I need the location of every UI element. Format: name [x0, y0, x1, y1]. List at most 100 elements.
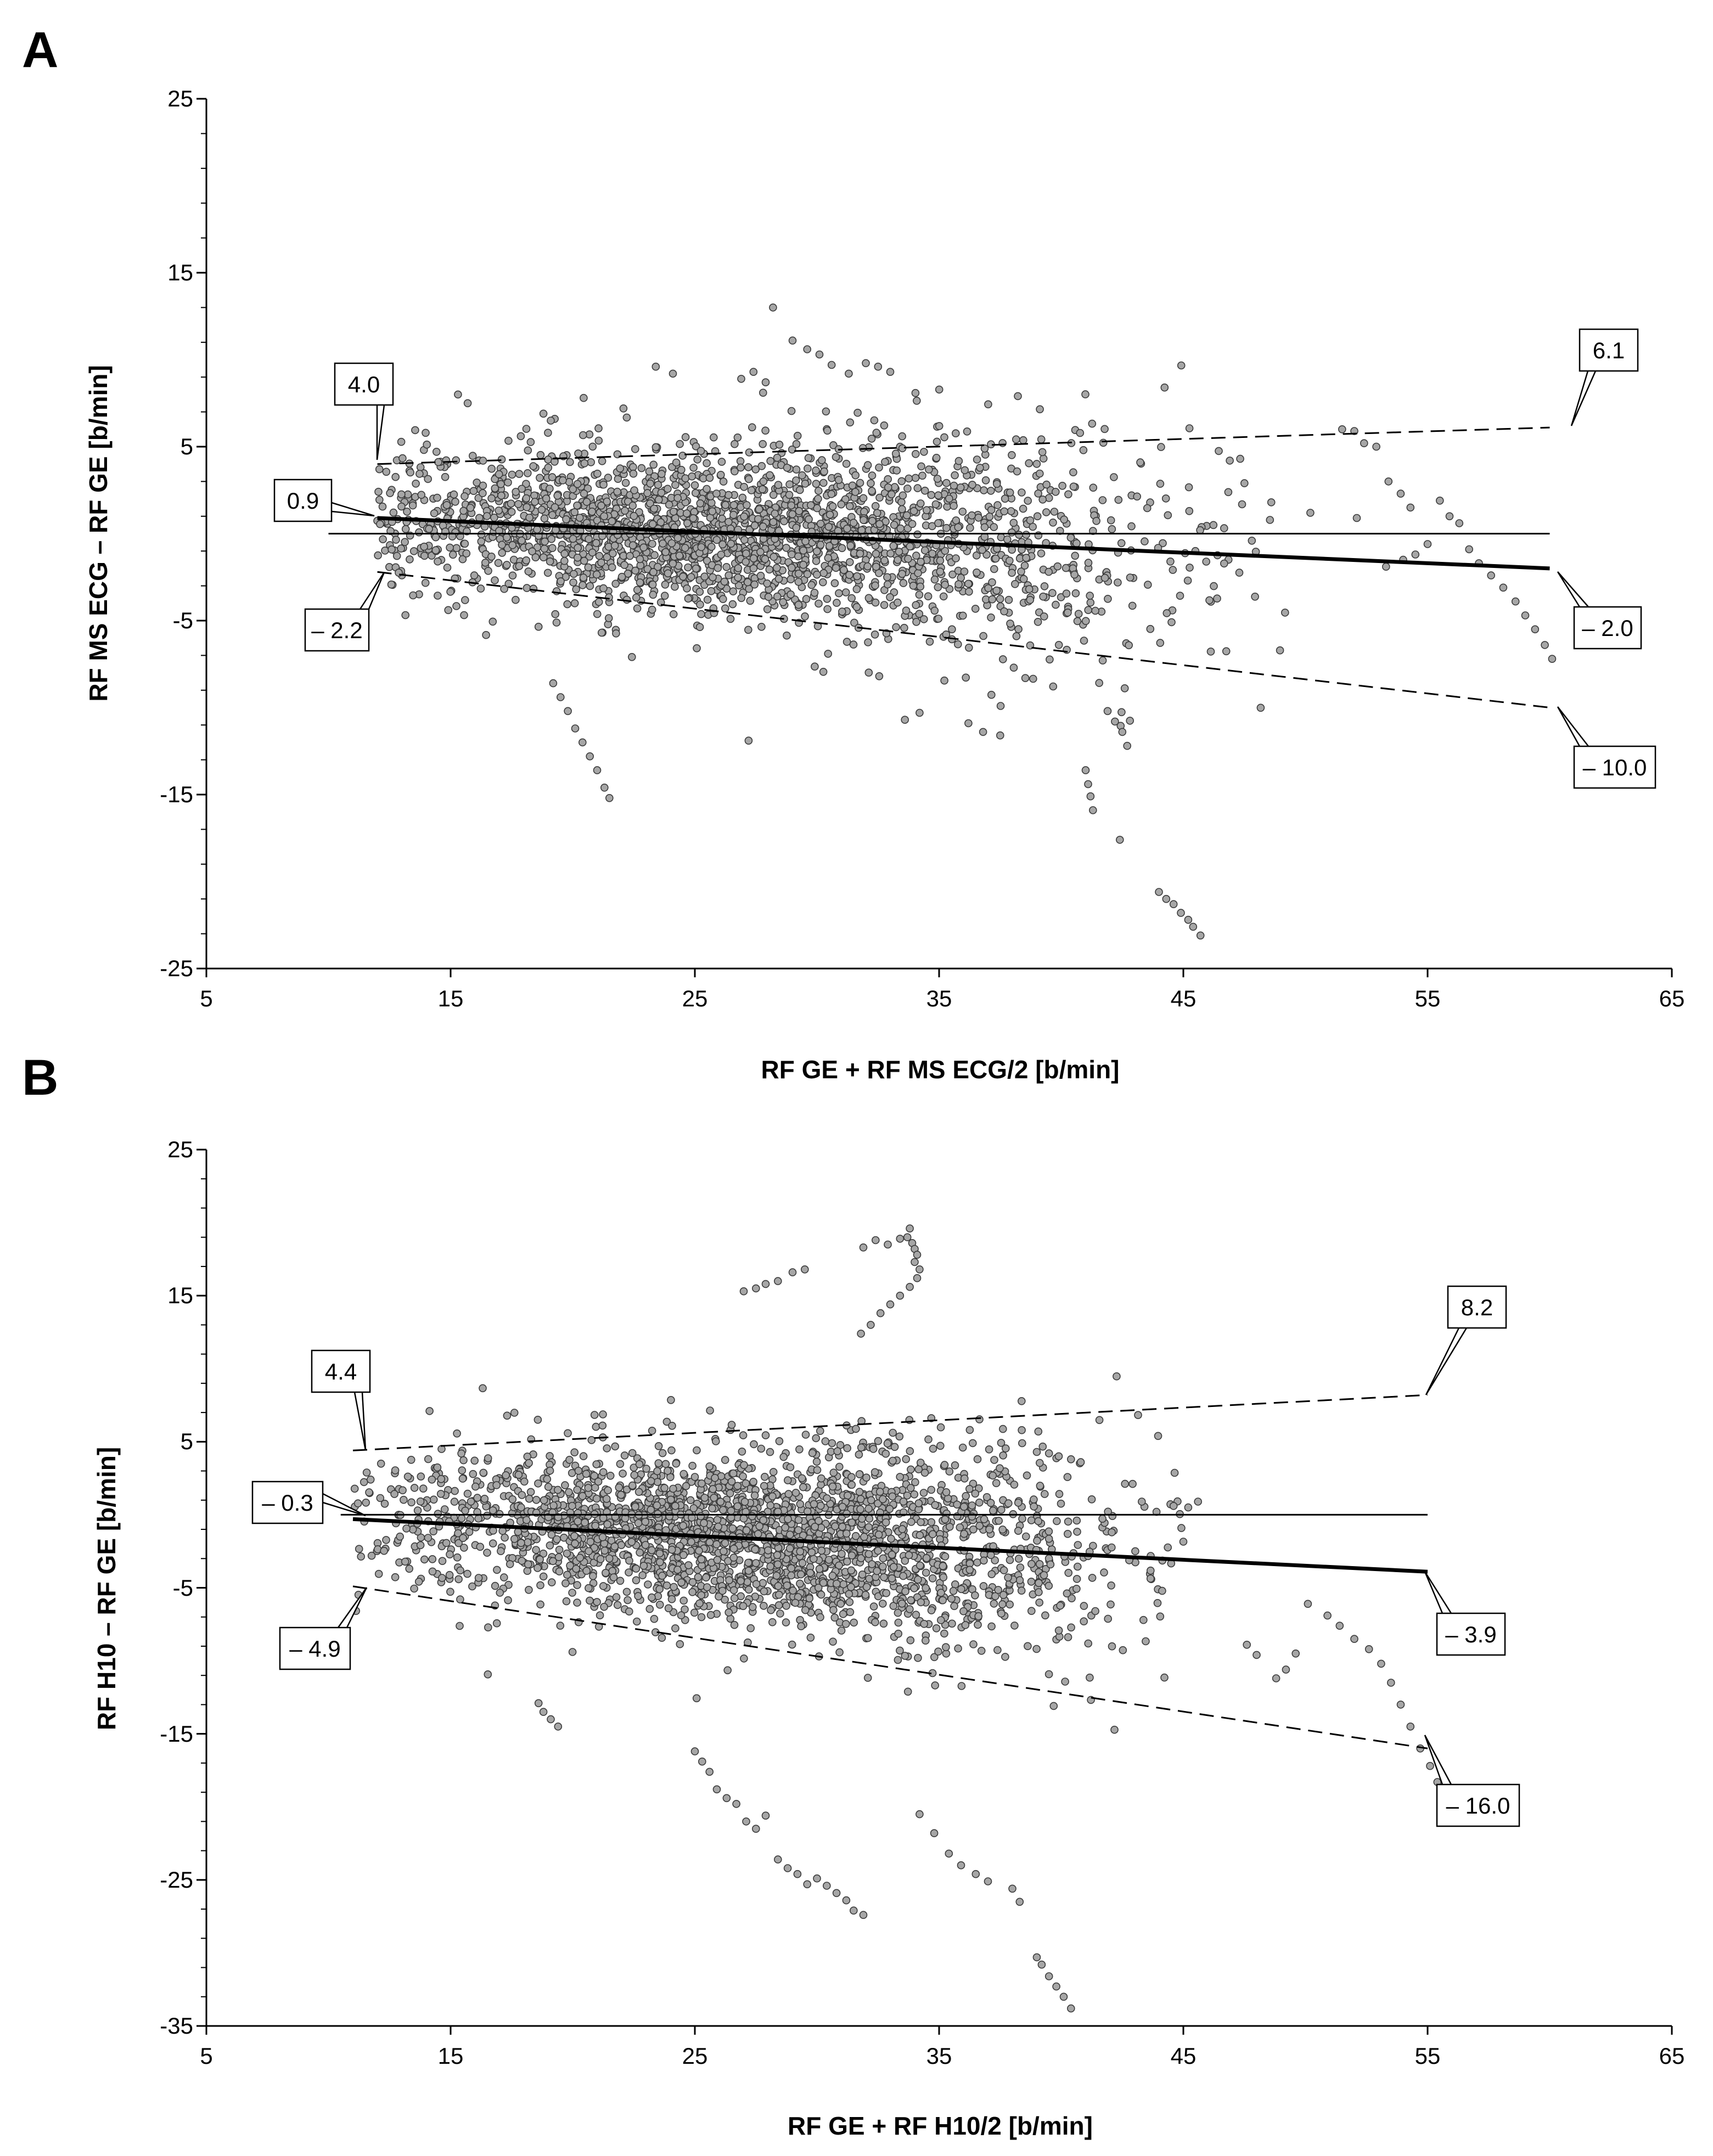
data-point	[997, 1506, 1006, 1514]
data-point	[798, 471, 806, 480]
data-point	[881, 1449, 890, 1458]
data-point	[573, 480, 582, 488]
data-point	[590, 1411, 599, 1419]
data-point	[817, 1501, 825, 1510]
data-point	[442, 456, 451, 465]
data-point	[547, 534, 556, 543]
data-point	[1080, 1617, 1088, 1625]
data-point	[727, 1506, 735, 1515]
data-point	[1166, 557, 1175, 566]
data-point	[855, 1450, 863, 1459]
data-point	[622, 413, 631, 422]
data-point	[1548, 655, 1557, 663]
data-point	[987, 613, 995, 622]
data-point	[1118, 728, 1127, 736]
data-point	[609, 1573, 618, 1581]
data-point	[1162, 609, 1171, 617]
data-point	[374, 1569, 383, 1578]
data-point	[1156, 639, 1165, 647]
data-point	[1177, 361, 1186, 370]
data-point	[827, 489, 836, 498]
data-point	[612, 1593, 621, 1601]
data-point	[484, 1454, 492, 1462]
data-point	[482, 512, 491, 520]
data-point	[401, 1557, 409, 1566]
data-point	[382, 468, 391, 476]
data-point	[1067, 1623, 1075, 1632]
data-point	[617, 572, 626, 581]
data-point	[410, 1484, 419, 1492]
data-point	[1338, 425, 1346, 434]
data-point	[1086, 1673, 1094, 1682]
data-point	[516, 432, 525, 441]
data-point	[355, 1545, 363, 1553]
data-point	[551, 503, 559, 511]
data-point	[508, 571, 517, 580]
data-point	[656, 1558, 664, 1567]
data-point	[481, 559, 490, 567]
data-point	[1054, 641, 1063, 649]
data-point	[739, 1431, 748, 1439]
data-point	[696, 499, 705, 508]
data-point	[927, 1518, 936, 1527]
data-point	[920, 448, 928, 456]
data-point	[734, 573, 742, 582]
data-point	[927, 1606, 936, 1614]
data-point	[998, 1525, 1007, 1534]
data-point	[917, 558, 925, 566]
data-point	[1034, 618, 1042, 626]
data-point	[942, 523, 951, 532]
data-point	[639, 543, 648, 552]
data-point	[806, 1569, 815, 1577]
data-point	[1006, 1600, 1014, 1609]
data-point	[679, 1551, 688, 1560]
data-point	[1079, 446, 1088, 454]
data-point	[839, 1610, 847, 1618]
data-point	[803, 570, 812, 578]
data-point	[534, 622, 543, 631]
data-point	[525, 1494, 533, 1503]
data-point	[675, 551, 684, 560]
data-point	[760, 1602, 768, 1610]
data-point	[479, 481, 487, 490]
data-point	[797, 1474, 806, 1483]
data-point	[625, 1607, 633, 1615]
data-point	[1123, 741, 1131, 750]
data-point	[931, 1681, 939, 1690]
data-point	[864, 1523, 873, 1532]
data-point	[460, 596, 469, 604]
x-tick-label: 5	[200, 986, 212, 1011]
data-point	[801, 1431, 810, 1439]
data-point	[507, 508, 516, 516]
data-point	[749, 554, 758, 562]
data-point	[564, 707, 572, 716]
data-point	[442, 1539, 451, 1547]
data-point	[1069, 482, 1078, 491]
data-point	[874, 1530, 883, 1539]
data-point	[917, 1518, 925, 1527]
data-point	[898, 1525, 907, 1533]
data-point	[1014, 1499, 1023, 1507]
data-point	[756, 571, 765, 580]
data-point	[898, 570, 906, 578]
data-point	[637, 464, 646, 472]
data-point	[731, 440, 739, 448]
data-point	[506, 1560, 514, 1568]
data-point	[890, 483, 899, 491]
data-point	[628, 653, 636, 661]
data-point	[898, 491, 907, 500]
data-point	[604, 1486, 612, 1495]
data-point	[717, 470, 725, 479]
data-point	[874, 362, 883, 371]
data-point	[619, 404, 628, 413]
data-point	[495, 470, 503, 479]
data-point	[382, 1536, 390, 1544]
data-point	[1120, 684, 1129, 693]
data-point	[897, 477, 906, 486]
data-point	[835, 1462, 844, 1471]
data-point	[605, 1554, 614, 1563]
data-point	[737, 594, 745, 603]
data-point	[518, 536, 526, 545]
data-point	[859, 494, 868, 503]
data-point	[1499, 583, 1508, 592]
